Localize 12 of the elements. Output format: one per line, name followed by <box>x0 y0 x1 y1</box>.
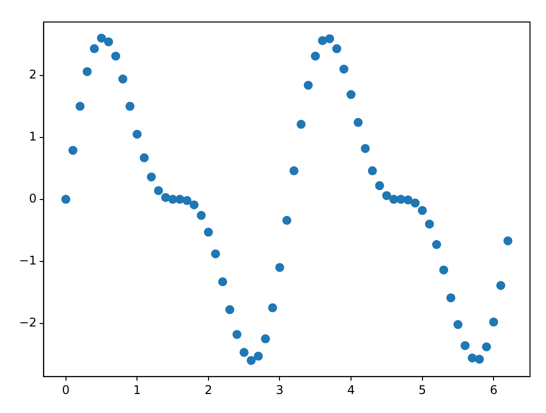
y-tick-label: −2 <box>18 315 37 330</box>
x-tick-label: 4 <box>347 382 355 397</box>
y-tick-label: −1 <box>18 253 37 268</box>
x-tick-label: 1 <box>133 382 141 397</box>
x-tick-label: 3 <box>276 382 284 397</box>
x-tick-label: 6 <box>490 382 498 397</box>
x-tick-label: 5 <box>418 382 426 397</box>
y-tick-label: 1 <box>29 129 37 144</box>
y-tick-label: 0 <box>29 191 37 206</box>
x-tick-label: 2 <box>204 382 212 397</box>
y-tick-label: 2 <box>29 67 37 82</box>
x-tick-label: 0 <box>62 382 70 397</box>
